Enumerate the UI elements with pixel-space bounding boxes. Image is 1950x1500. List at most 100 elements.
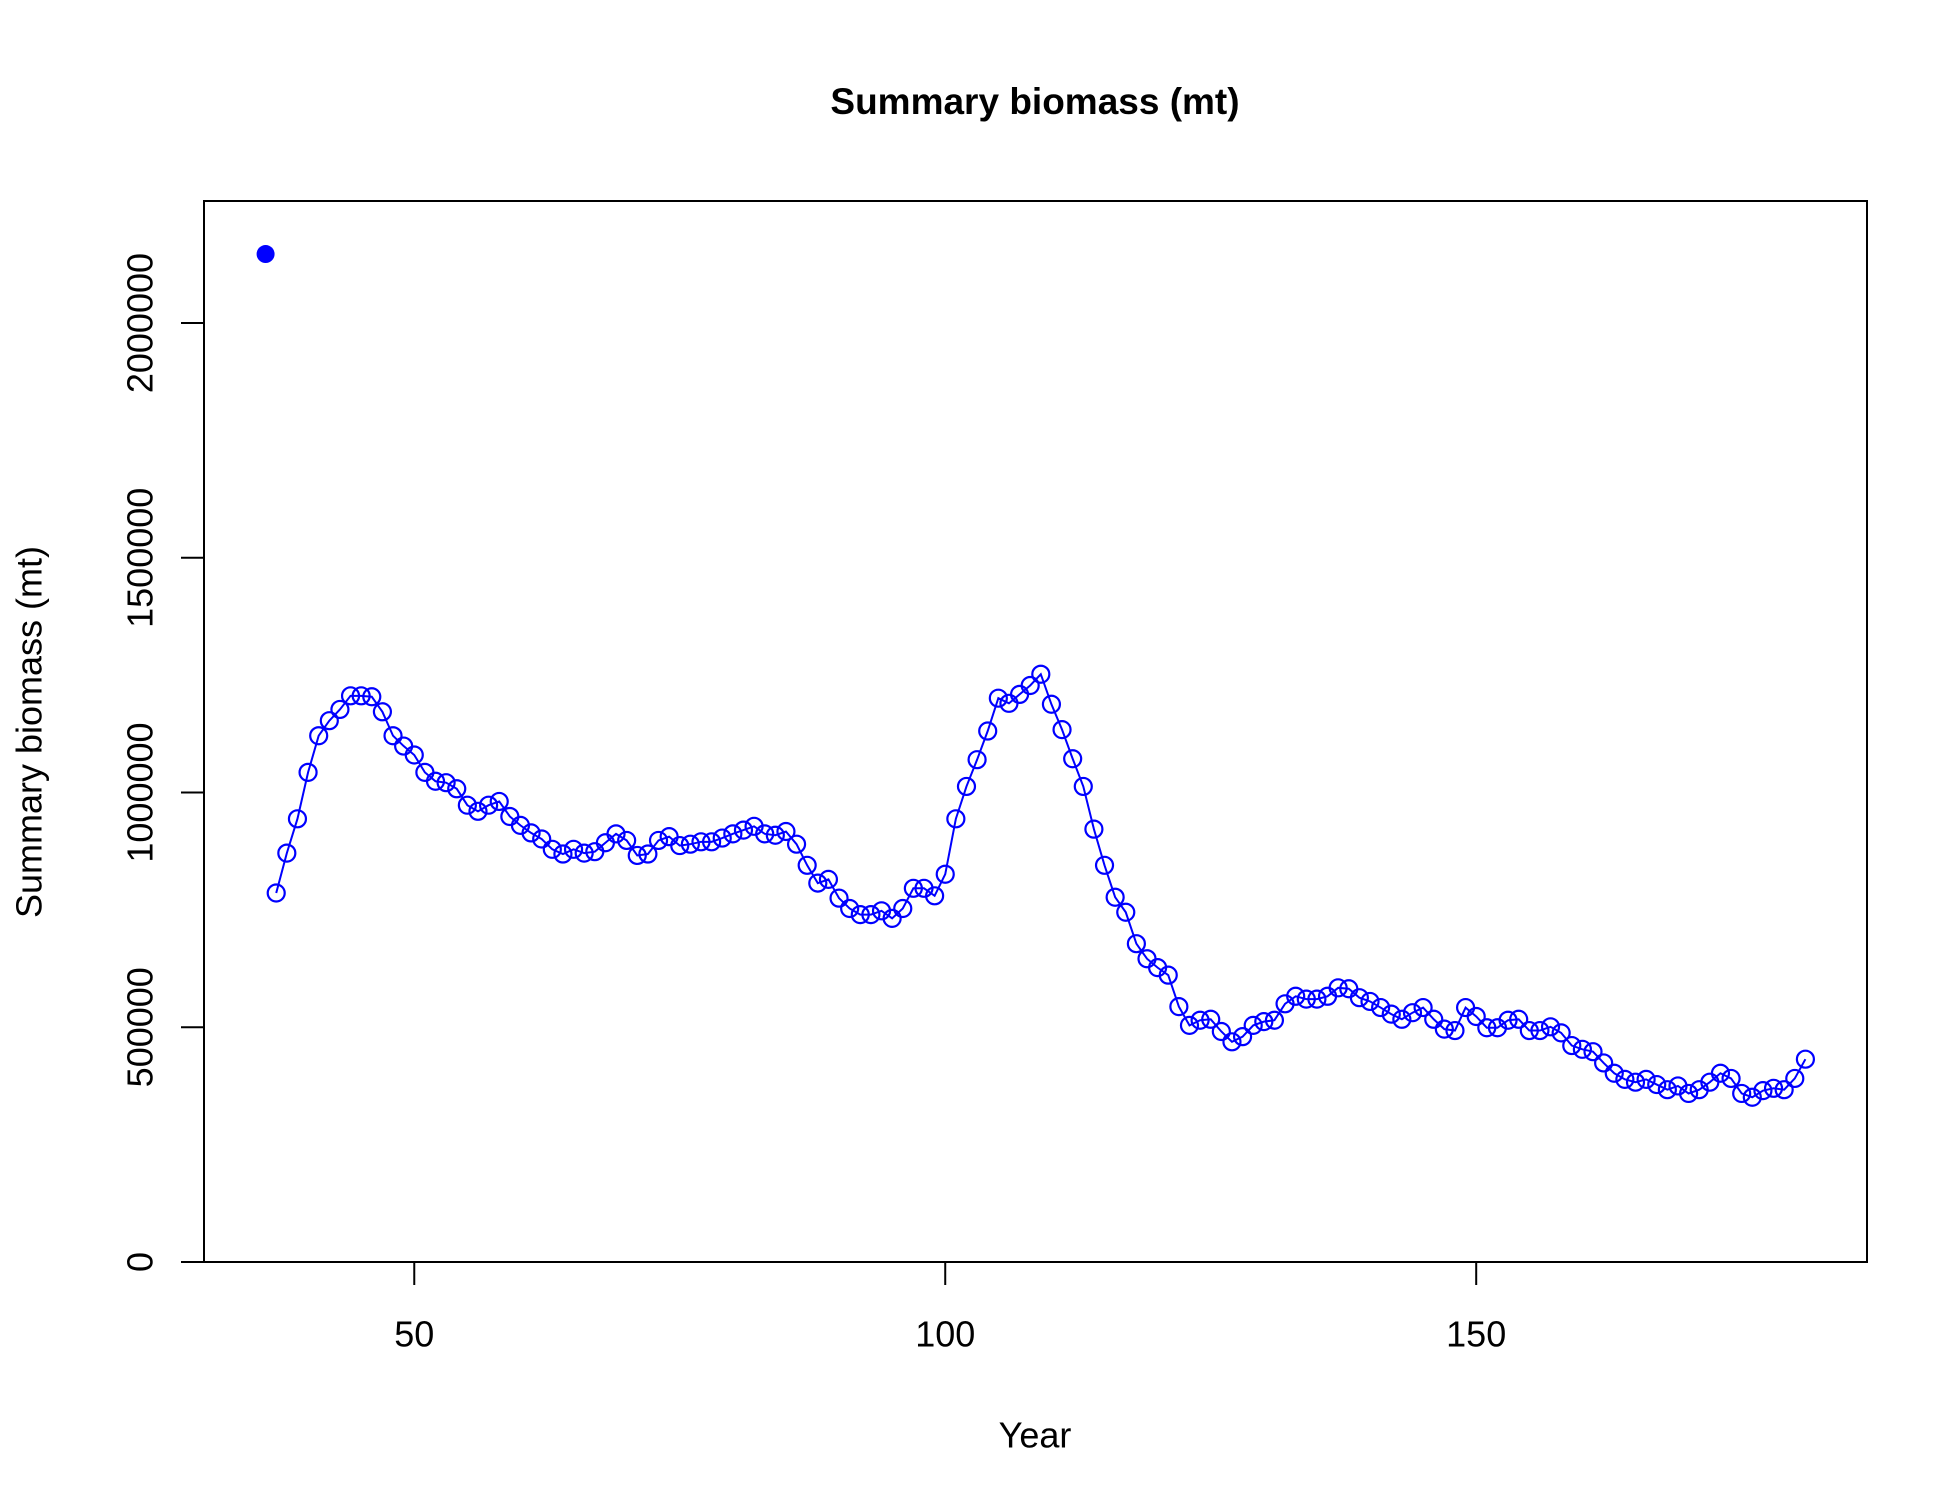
data-point [1328,978,1348,998]
series-line [275,672,1807,1099]
data-point [468,801,488,821]
y-axis-label: Summary biomass (mt) [9,546,50,918]
data-point [702,832,722,852]
data-point [1063,749,1083,769]
data-point [1222,1032,1242,1052]
data-point [1201,1009,1221,1029]
data-point [786,834,807,854]
data-point [1594,1053,1614,1073]
y-tick-label: 0 [120,1252,161,1272]
data-point [1530,1020,1550,1041]
data-point [309,726,329,746]
data-point [627,845,647,866]
data-point [1678,1083,1699,1104]
data-point [978,721,998,741]
data-point [298,762,318,782]
data-point [436,773,456,793]
data-point [1381,1004,1401,1024]
data-point [935,864,955,884]
data-point [1360,991,1380,1012]
data-point [1721,1068,1741,1089]
data-point [383,726,403,746]
y-tick-label: 1500000 [120,488,161,628]
data-point [404,745,424,765]
x-tick-label: 100 [915,1314,975,1355]
plot-frame [203,200,1868,1263]
data-point [808,873,828,893]
data-point [1254,1012,1274,1032]
data-point [765,825,785,845]
data-point [1625,1072,1646,1092]
data-point [1243,1015,1263,1035]
data-point [1647,1074,1667,1095]
data-point [479,795,499,815]
data-point [1179,1015,1200,1035]
data-point [1402,1003,1423,1023]
data-point [776,821,796,842]
data-point [1434,1019,1454,1039]
data-point [691,832,711,852]
data-point [680,834,700,854]
data-point [925,886,945,906]
data-point [988,688,1008,708]
data-point [1392,1009,1412,1029]
data-point [1286,986,1306,1006]
data-point [829,888,849,908]
data-point [723,824,743,844]
data-point [521,823,541,843]
data-point [638,844,658,864]
data-point [287,809,308,829]
data-point [1031,664,1051,684]
data-point [606,824,626,844]
data-point [840,898,860,919]
data-point [330,699,350,720]
data-point [861,904,881,925]
data-point [532,829,552,849]
data-point [1052,720,1072,740]
y-tick-label: 2000000 [120,253,161,393]
data-point [1307,989,1327,1009]
data-point [277,843,297,863]
data-point [1424,1009,1444,1029]
data-point [1657,1080,1677,1100]
data-point [1126,934,1146,954]
data-point [818,869,839,889]
y-tick-label: 500000 [120,967,161,1087]
data-point [1732,1083,1752,1104]
data-point [1105,887,1125,907]
data-point [1413,997,1433,1018]
data-point [319,711,339,731]
data-point [1774,1080,1794,1100]
data-point [755,824,775,844]
y-tick-label: 1000000 [120,722,161,862]
data-point [457,795,477,815]
data-point [1211,1021,1231,1042]
data-point [1158,965,1178,985]
x-tick-label: 50 [394,1314,434,1355]
data-point [1371,997,1391,1018]
data-point [903,878,923,898]
data-point [733,820,754,840]
data-point [670,835,690,856]
data-point [1742,1087,1762,1107]
data-point [1615,1069,1635,1089]
data-point [1041,694,1062,714]
data-point [1190,1010,1210,1030]
data-point [1710,1063,1731,1083]
data-point [563,839,584,859]
data-point [1094,855,1115,875]
data-point [850,904,870,925]
data-point [712,828,732,848]
data-point [956,776,977,797]
data-point [1498,1010,1518,1030]
data-point [1509,1009,1529,1029]
data-point [489,791,509,812]
data-point [1296,989,1316,1009]
data-point [1540,1017,1561,1037]
x-tick-label: 150 [1446,1314,1506,1355]
data-point [648,830,669,851]
data-point [1636,1069,1656,1089]
data-point [1562,1035,1582,1056]
data-point [372,702,393,722]
